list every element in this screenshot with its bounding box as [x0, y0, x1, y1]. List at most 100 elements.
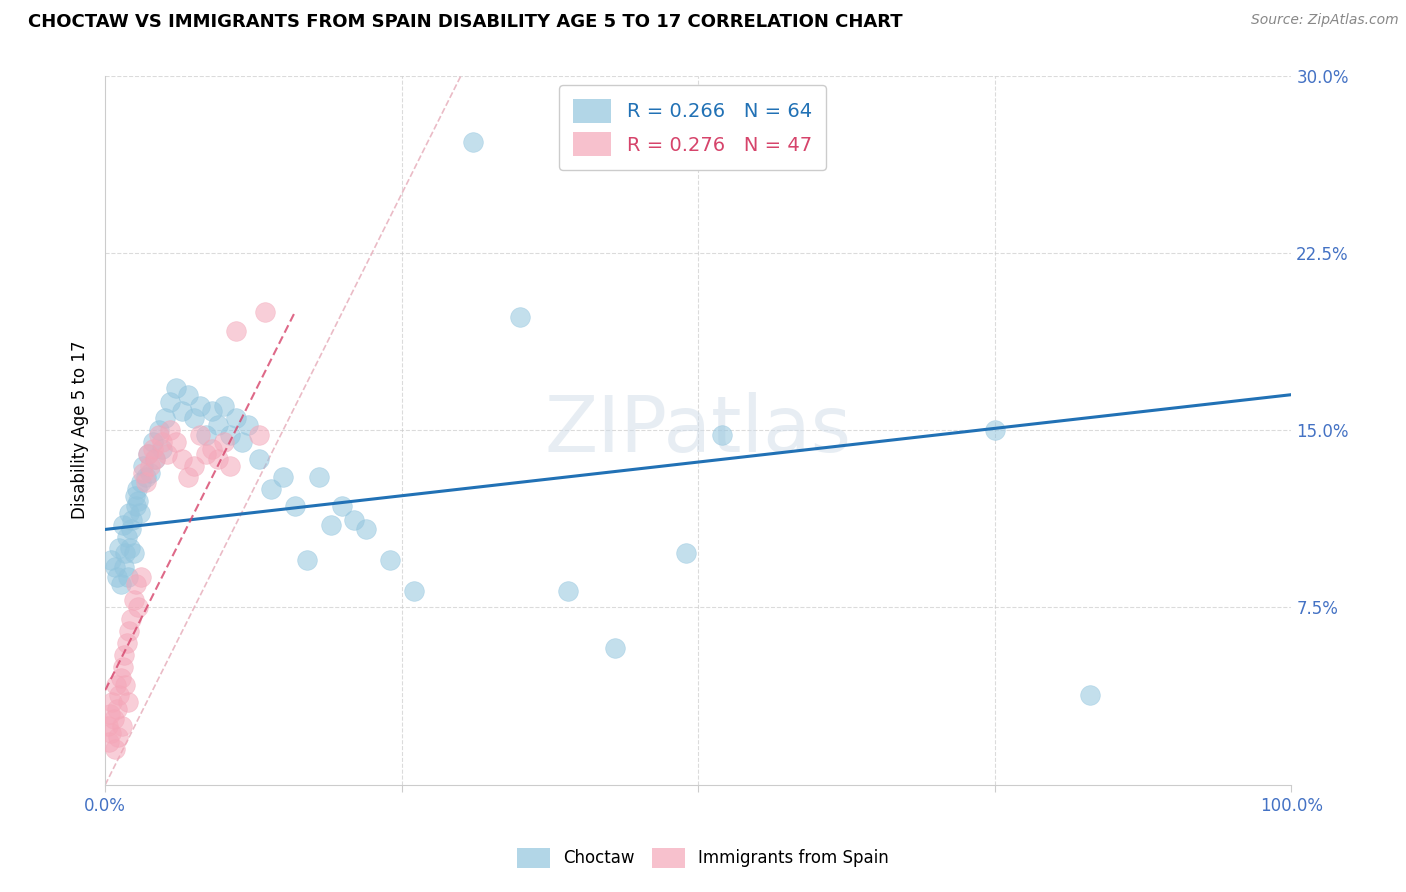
Point: [135, 475, 157, 490]
Point: [107, 731, 129, 745]
Point: [118, 624, 141, 638]
Point: [128, 506, 150, 520]
Point: [218, 428, 240, 442]
Point: [557, 583, 579, 598]
Point: [156, 447, 179, 461]
Point: [509, 310, 531, 324]
Point: [212, 400, 235, 414]
Point: [177, 387, 200, 401]
Point: [104, 560, 127, 574]
Point: [195, 428, 218, 442]
Point: [188, 428, 211, 442]
Point: [1078, 688, 1101, 702]
Point: [139, 458, 162, 473]
Point: [150, 434, 173, 449]
Point: [675, 546, 697, 560]
Point: [127, 600, 149, 615]
Point: [132, 466, 155, 480]
Text: ZIPatlas: ZIPatlas: [544, 392, 852, 468]
Point: [148, 428, 170, 442]
Point: [319, 517, 342, 532]
Point: [125, 499, 148, 513]
Point: [124, 489, 146, 503]
Point: [100, 725, 122, 739]
Point: [110, 576, 132, 591]
Point: [225, 411, 247, 425]
Point: [378, 553, 401, 567]
Point: [142, 434, 165, 449]
Point: [225, 324, 247, 338]
Point: [142, 442, 165, 456]
Point: [236, 418, 259, 433]
Point: [122, 593, 145, 607]
Point: [108, 541, 131, 556]
Point: [402, 583, 425, 598]
Point: [127, 482, 149, 496]
Point: [103, 712, 125, 726]
Point: [100, 553, 122, 567]
Point: [212, 434, 235, 449]
Point: [150, 442, 173, 456]
Point: [332, 499, 354, 513]
Point: [177, 470, 200, 484]
Point: [295, 553, 318, 567]
Point: [249, 428, 271, 442]
Point: [120, 523, 142, 537]
Point: [97, 719, 120, 733]
Point: [115, 529, 138, 543]
Point: [120, 541, 142, 556]
Point: [308, 470, 330, 484]
Point: [111, 719, 134, 733]
Point: [188, 400, 211, 414]
Legend: R = 0.266   N = 64, R = 0.276   N = 47: R = 0.266 N = 64, R = 0.276 N = 47: [560, 86, 825, 169]
Point: [159, 423, 181, 437]
Point: [354, 523, 377, 537]
Point: [104, 742, 127, 756]
Point: [127, 494, 149, 508]
Point: [172, 451, 194, 466]
Legend: Choctaw, Immigrants from Spain: Choctaw, Immigrants from Spain: [510, 841, 896, 875]
Point: [143, 451, 166, 466]
Point: [136, 447, 159, 461]
Point: [114, 678, 136, 692]
Point: [249, 451, 271, 466]
Point: [135, 470, 157, 484]
Point: [115, 636, 138, 650]
Point: [165, 434, 187, 449]
Point: [108, 688, 131, 702]
Point: [136, 447, 159, 461]
Point: [218, 458, 240, 473]
Point: [148, 423, 170, 437]
Point: [172, 404, 194, 418]
Point: [101, 695, 124, 709]
Point: [183, 458, 205, 473]
Point: [143, 451, 166, 466]
Point: [195, 447, 218, 461]
Point: [153, 411, 176, 425]
Point: [132, 458, 155, 473]
Point: [114, 546, 136, 560]
Point: [461, 135, 484, 149]
Point: [111, 517, 134, 532]
Point: [105, 570, 128, 584]
Point: [118, 506, 141, 520]
Point: [120, 612, 142, 626]
Point: [125, 576, 148, 591]
Point: [207, 451, 229, 466]
Point: [112, 648, 135, 662]
Point: [231, 434, 253, 449]
Point: [984, 423, 1007, 437]
Point: [129, 475, 152, 490]
Point: [207, 418, 229, 433]
Point: [117, 570, 139, 584]
Point: [201, 442, 224, 456]
Point: [183, 411, 205, 425]
Point: [117, 695, 139, 709]
Point: [111, 659, 134, 673]
Text: Source: ZipAtlas.com: Source: ZipAtlas.com: [1251, 13, 1399, 28]
Point: [105, 702, 128, 716]
Point: [97, 735, 120, 749]
Point: [284, 499, 307, 513]
Point: [129, 570, 152, 584]
Point: [254, 305, 277, 319]
